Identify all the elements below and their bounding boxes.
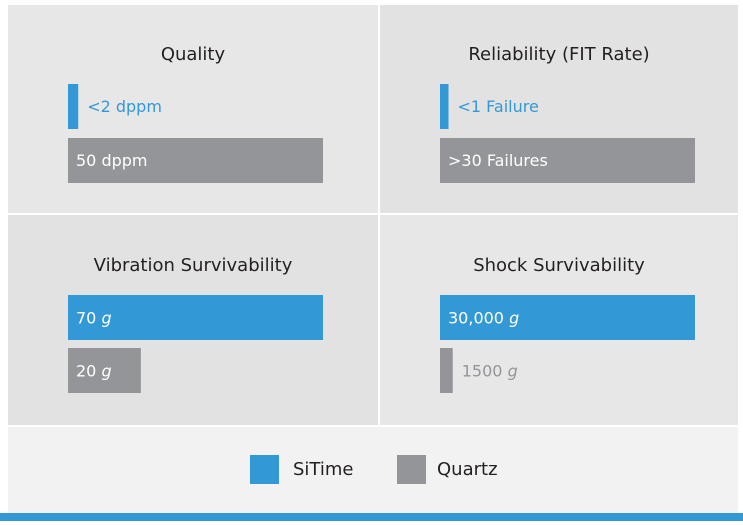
bar — [440, 138, 695, 183]
value-label: 30,000 g — [448, 308, 519, 327]
value-label: 70 g — [76, 308, 112, 327]
legend-swatch — [397, 455, 426, 484]
value-label: 1500 g — [462, 361, 518, 380]
bar — [440, 84, 449, 129]
panel-title: Reliability (FIT Rate) — [468, 44, 649, 65]
value-label: <2 dppm — [87, 97, 162, 116]
bar — [68, 295, 323, 340]
legend-label: Quartz — [437, 459, 498, 480]
footer-bar — [0, 513, 743, 521]
value-label: >30 Failures — [448, 151, 548, 170]
panel-title: Shock Survivability — [473, 255, 645, 276]
value-label: <1 Failure — [458, 97, 539, 116]
value-label: 50 dppm — [76, 151, 148, 170]
legend-swatch — [250, 455, 279, 484]
panel-title: Vibration Survivability — [94, 255, 293, 276]
bar — [68, 84, 79, 129]
bar — [440, 295, 695, 340]
legend-label: SiTime — [293, 459, 353, 480]
bar — [68, 348, 141, 393]
panel-title: Quality — [161, 44, 226, 65]
value-label: 20 g — [76, 361, 112, 380]
legend-background — [8, 427, 738, 513]
bar — [440, 348, 453, 393]
bar — [68, 138, 323, 183]
